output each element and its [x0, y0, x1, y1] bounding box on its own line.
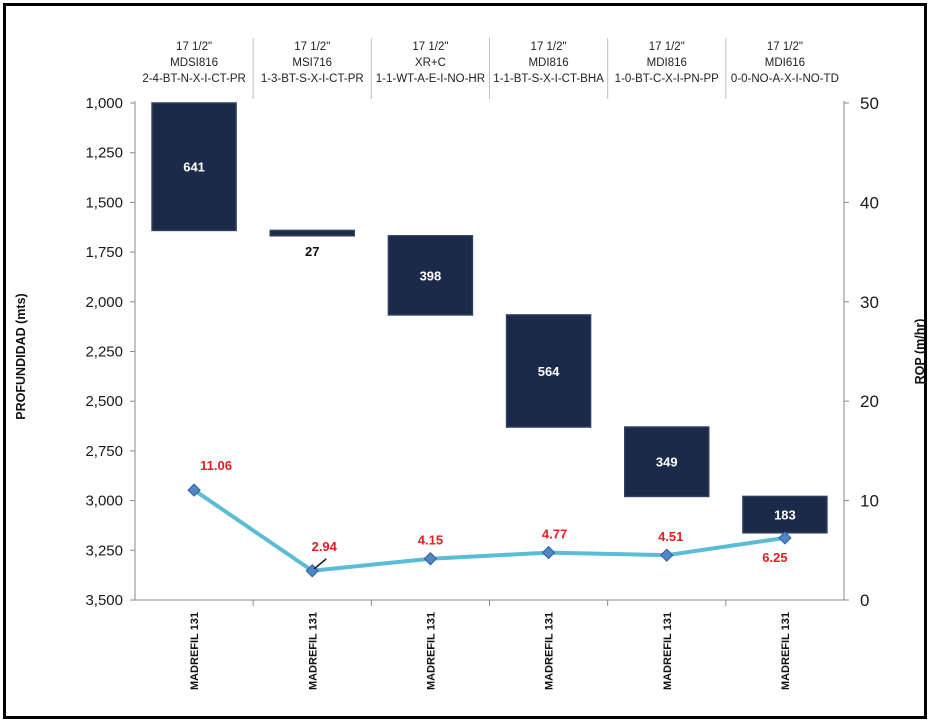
rop-point — [660, 548, 674, 562]
column-header-line: 17 1/2" — [649, 41, 685, 53]
right-tick-label: 0 — [860, 591, 869, 610]
right-tick-label: 50 — [860, 94, 879, 113]
right-tick-label: 40 — [860, 193, 879, 212]
column-header-line: MDI616 — [765, 57, 805, 69]
column-header-line: MDI816 — [528, 57, 568, 69]
depth-bar-label: 564 — [538, 364, 560, 379]
column-headers: 17 1/2" MDSI816 2-4-BT-N-X-I-CT-PR 17 1/2" M… — [142, 41, 839, 85]
rop-value-label: 4.15 — [418, 533, 443, 548]
column-header-line: 1-1-BT-S-X-I-CT-BHA — [493, 73, 604, 85]
category-label: MADREFIL 131 — [780, 612, 792, 690]
column-header-line: MDI816 — [647, 57, 687, 69]
rop-point — [778, 531, 792, 545]
depth-bars: 641 27 398 564 349 183 — [151, 102, 828, 534]
column-header-line: 0-0-NO-A-X-I-NO-TD — [731, 73, 839, 85]
column-header-line: 1-3-BT-S-X-I-CT-PR — [261, 73, 364, 85]
left-tick-label: 3,000 — [85, 493, 123, 510]
depth-bar — [624, 426, 710, 498]
left-tick-label: 2,000 — [85, 294, 123, 311]
depth-bar-label: 349 — [656, 455, 678, 470]
category-label: MADREFIL 131 — [307, 612, 319, 690]
rop-value-label: 2.94 — [312, 539, 338, 554]
left-tick-label: 2,250 — [85, 344, 123, 361]
left-tick-label: 1,750 — [85, 244, 123, 261]
category-labels: MADREFIL 131 MADREFIL 131 MADREFIL 131 MADR… — [189, 612, 792, 690]
left-tick-label: 2,750 — [85, 443, 123, 460]
rop-label-leader — [313, 558, 327, 570]
category-label: MADREFIL 131 — [189, 612, 201, 690]
rop-point — [423, 552, 438, 566]
column-header-line: XR+C — [415, 57, 446, 69]
column-header-line: 17 1/2" — [412, 41, 448, 53]
left-tick-label: 1,250 — [85, 145, 123, 162]
depth-bar-label: 27 — [305, 244, 319, 259]
column-header-line: 17 1/2" — [176, 41, 212, 53]
column-header-line: 17 1/2" — [294, 41, 330, 53]
column-header-line: 1-1-WT-A-E-I-NO-HR — [376, 73, 485, 85]
depth-bar — [269, 229, 355, 237]
rop-value-label: 11.06 — [200, 458, 232, 473]
column-header-line: 17 1/2" — [767, 41, 803, 53]
depth-bar — [742, 495, 828, 534]
column-header-line: 1-0-BT-C-X-I-PN-PP — [615, 73, 719, 85]
rop-line — [192, 488, 786, 573]
rop-value-label: 6.25 — [762, 550, 787, 565]
right-tick-label: 20 — [860, 392, 879, 411]
left-tick-label: 1,500 — [85, 194, 123, 211]
column-header-line: 17 1/2" — [531, 41, 567, 53]
rop-value-label: 4.77 — [542, 527, 567, 542]
category-label: MADREFIL 131 — [425, 612, 437, 690]
left-tick-label: 3,500 — [85, 592, 123, 609]
rop-point — [305, 564, 319, 578]
category-label: MADREFIL 131 — [662, 612, 674, 690]
depth-bar-label: 641 — [183, 160, 205, 175]
left-tick-label: 1,000 — [85, 95, 123, 112]
right-tick-label: 10 — [860, 492, 879, 511]
rop-point — [541, 545, 556, 560]
rop-value-label: 4.51 — [658, 529, 683, 544]
depth-bar-label: 183 — [774, 508, 796, 523]
depth-bar-label: 398 — [420, 268, 442, 283]
depth-bar — [505, 314, 592, 428]
left-tick-label: 2,500 — [85, 393, 123, 410]
left-tick-label: 3,250 — [85, 542, 123, 559]
axes: 1,000 1,250 1,500 1,750 2,000 2,250 2,500 2,750… — [85, 38, 879, 610]
category-label: MADREFIL 131 — [544, 612, 556, 690]
column-header-line: 2-4-BT-N-X-I-CT-PR — [142, 73, 246, 85]
rop-series: 11.06 2.94 4.15 4.77 4.51 6.25 — [187, 458, 792, 578]
right-tick-label: 30 — [860, 293, 879, 312]
right-axis-title: ROP (m/hr) — [913, 319, 927, 385]
left-axis-title: PROFUNDIDAD (mts) — [14, 293, 28, 419]
rop-point — [187, 483, 201, 497]
depth-bar — [151, 102, 237, 232]
column-header-line: MSI716 — [292, 57, 332, 69]
depth-bar — [387, 235, 474, 316]
column-header-line: MDSI816 — [170, 57, 218, 69]
